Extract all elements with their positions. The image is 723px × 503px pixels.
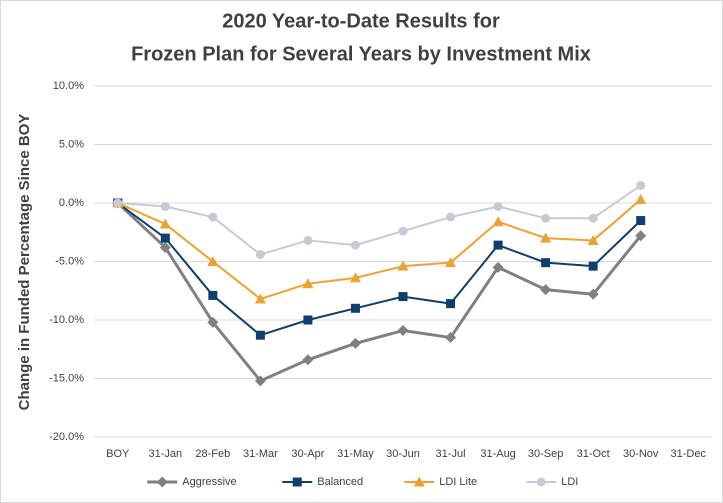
legend-marker	[292, 477, 302, 487]
point-marker	[255, 249, 265, 259]
point-marker	[636, 180, 646, 190]
point-marker	[492, 216, 504, 227]
point-marker	[446, 299, 456, 309]
point-marker	[398, 292, 408, 302]
x-tick-label: 30-Nov	[623, 448, 659, 460]
y-tick-label: 0.0%	[59, 197, 84, 209]
point-marker	[349, 272, 361, 283]
point-marker	[207, 256, 219, 266]
point-marker	[397, 325, 409, 337]
point-marker	[635, 230, 647, 242]
chart-title: 2020 Year-to-Date Results for	[222, 10, 500, 32]
point-marker	[588, 213, 598, 223]
legend-marker	[156, 476, 168, 488]
point-marker	[397, 260, 409, 271]
point-marker	[303, 235, 313, 245]
point-marker	[540, 232, 552, 243]
y-tick-label: 10.0%	[53, 80, 84, 92]
legend-marker	[536, 477, 546, 487]
x-tick-label: BOY	[106, 448, 130, 460]
point-marker	[254, 375, 266, 387]
point-marker	[493, 202, 503, 212]
point-marker	[446, 212, 456, 222]
point-marker	[349, 337, 361, 349]
legend-label: LDI	[561, 476, 578, 488]
y-axis-label: Change in Funded Percentage Since BOY	[16, 114, 33, 411]
point-marker	[208, 212, 218, 222]
x-tick-label: 31-May	[337, 448, 374, 460]
legend-label: Aggressive	[182, 476, 236, 488]
point-marker	[302, 278, 314, 289]
point-marker	[587, 234, 599, 245]
point-marker	[541, 258, 551, 268]
series-line	[116, 201, 642, 383]
point-marker	[540, 284, 552, 296]
x-tick-label: 30-Sep	[528, 448, 563, 460]
x-tick-label: 31-Dec	[670, 448, 706, 460]
x-tick-label: 31-Jan	[148, 448, 182, 460]
legend-marker	[413, 476, 425, 487]
x-tick-label: 31-Oct	[577, 448, 610, 460]
point-marker	[254, 293, 266, 304]
point-marker	[160, 202, 170, 212]
x-tick-label: 31-Aug	[480, 448, 515, 460]
point-marker	[445, 332, 457, 344]
point-marker	[160, 233, 170, 243]
point-marker	[398, 226, 408, 236]
x-tick-label: 31-Mar	[243, 448, 278, 460]
x-tick-label: 28-Feb	[195, 448, 230, 460]
point-marker	[492, 261, 504, 273]
y-tick-label: -5.0%	[55, 255, 84, 267]
x-tick-label: 30-Apr	[291, 448, 324, 460]
point-marker	[207, 316, 219, 328]
point-marker	[350, 240, 360, 250]
series-line	[117, 184, 642, 256]
series-line	[117, 198, 642, 300]
legend-label: LDI Lite	[439, 476, 477, 488]
y-tick-label: 5.0%	[59, 138, 84, 150]
point-marker	[588, 261, 598, 271]
series-line	[117, 202, 642, 337]
legend-label: Balanced	[317, 476, 363, 488]
y-tick-label: -20.0%	[49, 431, 84, 443]
y-tick-label: -10.0%	[49, 314, 84, 326]
y-tick-label: -15.0%	[49, 372, 84, 384]
point-marker	[493, 240, 503, 250]
point-marker	[303, 315, 313, 325]
point-marker	[350, 303, 360, 313]
point-marker	[113, 198, 123, 208]
x-tick-label: 31-Jul	[436, 448, 466, 460]
point-marker	[541, 213, 551, 223]
point-marker	[636, 216, 646, 226]
point-marker	[587, 288, 599, 300]
point-marker	[255, 330, 265, 340]
point-marker	[208, 290, 218, 300]
point-marker	[635, 193, 647, 204]
point-marker	[159, 241, 171, 253]
point-marker	[159, 218, 171, 229]
point-marker	[445, 257, 457, 268]
x-tick-label: 30-Jun	[386, 448, 420, 460]
chart-title: Frozen Plan for Several Years by Investm…	[131, 43, 591, 65]
point-marker	[302, 354, 314, 366]
